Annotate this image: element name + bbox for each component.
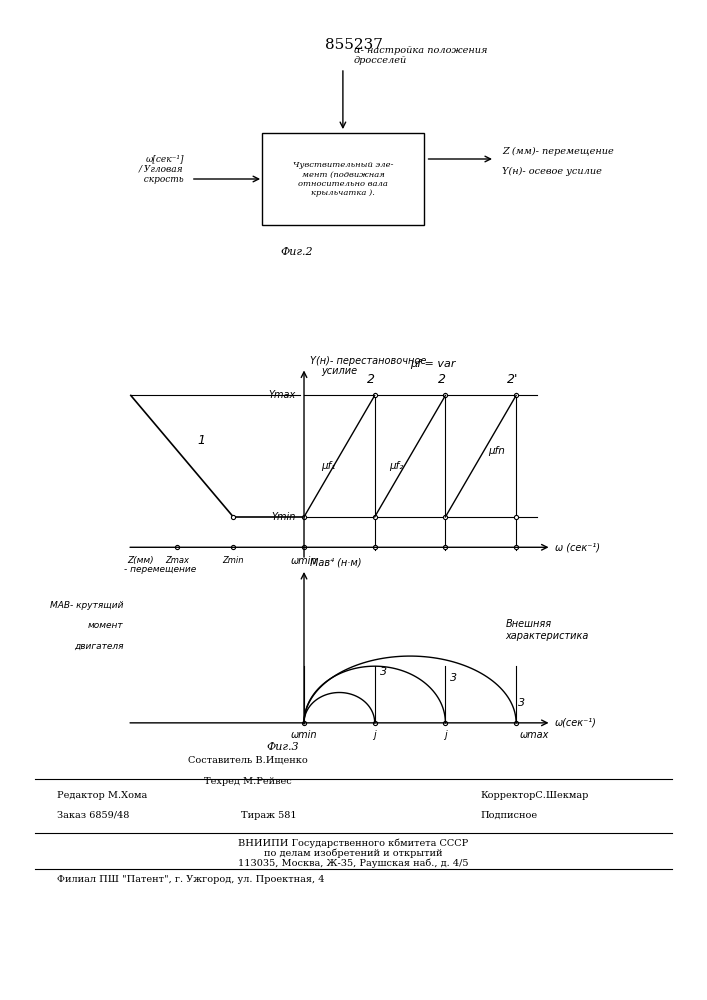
Text: Тираж 581: Тираж 581 (241, 810, 296, 820)
Text: 1: 1 (197, 434, 206, 447)
Text: Составитель В.Ищенко: Составитель В.Ищенко (187, 756, 308, 765)
Text: Z (мм)- перемещение: Z (мм)- перемещение (502, 146, 614, 156)
Text: Y(н)- перестановочное: Y(н)- перестановочное (310, 356, 426, 366)
Text: j: j (444, 730, 447, 740)
Text: ωmin: ωmin (291, 730, 317, 740)
Text: Z(мм): Z(мм) (127, 556, 154, 565)
Text: Фиг.3: Фиг.3 (267, 742, 299, 752)
Text: МАВ- крутящий: МАВ- крутящий (50, 601, 124, 610)
Text: Подписное: Подписное (481, 810, 538, 820)
Text: Zmax: Zmax (165, 556, 189, 565)
Text: 113035, Москва, Ж-35, Раушская наб., д. 4/5: 113035, Москва, Ж-35, Раушская наб., д. … (238, 858, 469, 868)
Text: Мав⁴ (н·м): Мав⁴ (н·м) (310, 557, 361, 567)
Text: ω (сек⁻¹): ω (сек⁻¹) (555, 542, 600, 552)
Text: Техред М.Рейвес: Техред М.Рейвес (204, 777, 291, 786)
Text: КорректорС.Шекмар: КорректорС.Шекмар (481, 790, 589, 800)
Text: μf = var: μf = var (410, 359, 455, 369)
Text: Внешняя
характеристика: Внешняя характеристика (506, 619, 589, 641)
Text: μfn: μfn (488, 446, 505, 456)
Text: двигателя: двигателя (74, 641, 124, 650)
Text: ВНИИПИ Государственного кбмитета СССР: ВНИИПИ Государственного кбмитета СССР (238, 838, 469, 848)
Text: Чувствительный эле-
мент (подвижная
относительно вала
крыльчатка ).: Чувствительный эле- мент (подвижная отно… (293, 161, 393, 197)
Text: 2: 2 (367, 373, 375, 386)
Text: ω(сек⁻¹): ω(сек⁻¹) (555, 718, 597, 728)
Text: Редактор М.Хома: Редактор М.Хома (57, 790, 147, 800)
Text: Филиал ПШ "Патент", г. Ужгород, ул. Проектная, 4: Филиал ПШ "Патент", г. Ужгород, ул. Прое… (57, 876, 324, 884)
Text: ω[сек⁻¹]
/ Угловая
  скрость: ω[сек⁻¹] / Угловая скрость (138, 154, 184, 184)
Text: j: j (373, 730, 376, 740)
Text: 855237: 855237 (325, 38, 382, 52)
Text: Zmin: Zmin (223, 556, 244, 565)
Text: момент: момент (88, 621, 124, 630)
Text: 3: 3 (518, 698, 525, 708)
Text: ωmin: ωmin (291, 556, 317, 566)
Text: μf₂: μf₂ (389, 461, 403, 471)
Text: по делам изобретений и открытий: по делам изобретений и открытий (264, 848, 443, 858)
Text: Ymin: Ymin (271, 512, 296, 522)
Text: Y(н)- осевое усилие: Y(н)- осевое усилие (502, 166, 602, 176)
Text: Ymax: Ymax (268, 390, 296, 400)
Text: 2': 2' (507, 373, 518, 386)
Text: ωmax: ωmax (520, 730, 549, 740)
Text: - перемещение: - перемещение (124, 565, 196, 574)
Text: Фиг.2: Фиг.2 (281, 247, 313, 257)
Text: усилие: усилие (322, 366, 358, 376)
Text: 3: 3 (450, 673, 457, 683)
Text: α- настройка положения
дросселей: α- настройка положения дросселей (354, 46, 487, 65)
Text: Заказ 6859/48: Заказ 6859/48 (57, 810, 129, 820)
Text: μf₁: μf₁ (322, 461, 336, 471)
Text: 2: 2 (438, 373, 446, 386)
Text: 3: 3 (380, 667, 387, 677)
